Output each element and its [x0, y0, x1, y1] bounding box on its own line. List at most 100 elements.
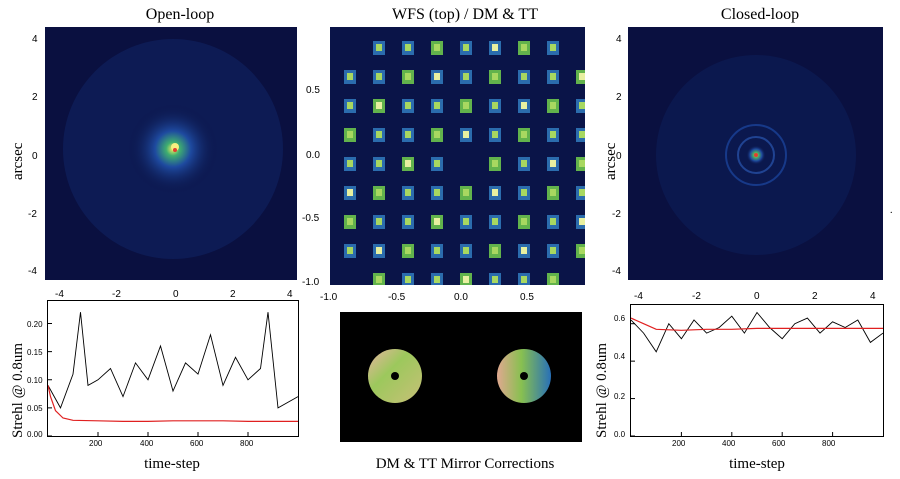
- cl-ytick: 2: [616, 92, 622, 103]
- wfs-spot-core: [405, 44, 411, 51]
- ol-strehl-ytick: 0.00: [27, 430, 43, 439]
- wfs-spot-core: [492, 218, 498, 225]
- wfs-spot-core: [405, 102, 411, 109]
- wfs-spot-core: [434, 44, 440, 51]
- wfs-spot-core: [376, 247, 382, 254]
- open-loop-title: Open-loop: [145, 6, 215, 23]
- wfs-spot-core: [376, 160, 382, 167]
- ol-xtick: -4: [55, 289, 64, 300]
- wfs-spot-core: [463, 44, 469, 51]
- wfs-spot-core: [463, 247, 469, 254]
- cl-xtick: 4: [870, 291, 876, 302]
- open-loop-ylabel: arcsec: [10, 142, 26, 180]
- wfs-spot-core: [550, 102, 556, 109]
- wfs-ytick: 0.5: [306, 85, 320, 96]
- wfs-spot-core: [347, 247, 353, 254]
- wfs-spot-core: [376, 218, 382, 225]
- strehl-series-line: [47, 312, 299, 409]
- ol-ytick: 4: [32, 34, 38, 45]
- ol-strehl-xtick: 800: [240, 439, 254, 448]
- wfs-spot-core: [405, 131, 411, 138]
- wfs-spot-core: [405, 218, 411, 225]
- wfs-spot-core: [434, 189, 440, 196]
- wfs-spot-core: [347, 160, 353, 167]
- cl-strehl-xtick: 200: [672, 439, 686, 448]
- ol-xtick: 4: [287, 289, 293, 300]
- wfs-xtick: -0.5: [388, 292, 406, 303]
- wfs-spot-core: [347, 102, 353, 109]
- wfs-spot-core: [550, 73, 556, 80]
- wfs-spot-core: [521, 131, 527, 138]
- wfs-ytick: 0.0: [306, 150, 320, 161]
- cl-xtick: 0: [754, 291, 760, 302]
- wfs-spot-core: [550, 160, 556, 167]
- wfs-spot-core: [463, 276, 469, 283]
- wfs-spot-core: [579, 247, 585, 254]
- wfs-spot-core: [550, 247, 556, 254]
- cl-strehl-xtick: 400: [722, 439, 736, 448]
- wfs-spot-core: [492, 131, 498, 138]
- wfs-spot-core: [463, 73, 469, 80]
- wfs-spot-core: [579, 131, 585, 138]
- wfs-spot-core: [579, 102, 585, 109]
- wfs-spot-core: [579, 160, 585, 167]
- closed-loop-strehl-plot: [630, 304, 884, 437]
- open-loop-strehl-plot: [47, 300, 299, 437]
- wfs-ytick: -0.5: [302, 213, 320, 224]
- cl-xtick: -4: [634, 291, 643, 302]
- wfs-spot-core: [434, 102, 440, 109]
- ol-ytick: -4: [28, 266, 37, 277]
- wfs-spot-core: [492, 44, 498, 51]
- wfs-ytick: -1.0: [302, 277, 320, 288]
- ol-strehl-xtick: 200: [89, 439, 103, 448]
- wfs-spot-core: [521, 189, 527, 196]
- ol-strehl-ytick: 0.15: [27, 348, 43, 357]
- wfs-spot-core: [463, 189, 469, 196]
- wfs-spot-core: [521, 218, 527, 225]
- ol-strehl-ytick: 0.10: [27, 376, 43, 385]
- cl-ytick: -2: [612, 209, 621, 220]
- wfs-spot-core: [434, 276, 440, 283]
- wfs-spot-core: [492, 102, 498, 109]
- ol-ytick: 0: [32, 151, 38, 162]
- wfs-xtick: 0.0: [454, 292, 468, 303]
- cl-ytick: 0: [616, 151, 622, 162]
- wfs-spot-core: [347, 131, 353, 138]
- wfs-spot-core: [550, 189, 556, 196]
- wfs-spot-core: [521, 247, 527, 254]
- cl-strehl-ytick: 0.4: [614, 352, 626, 361]
- open-loop-psf-image: [45, 27, 297, 280]
- wfs-spot-core: [579, 218, 585, 225]
- ol-strehl-ytick: 0.05: [27, 404, 43, 413]
- wfs-xtick: -1.0: [320, 292, 338, 303]
- wfs-spot-core: [492, 247, 498, 254]
- cl-strehl-ytick: 0.6: [614, 314, 626, 323]
- wfs-spot-core: [492, 160, 498, 167]
- open-loop-strehl-ylabel: Strehl @ 0.8um: [10, 342, 26, 438]
- wfs-spot-core: [550, 131, 556, 138]
- wfs-xtick: 0.5: [520, 292, 534, 303]
- closed-loop-psf-image: [628, 27, 883, 280]
- wfs-spot-core: [550, 44, 556, 51]
- wfs-spot-core: [434, 247, 440, 254]
- wfs-spot-core: [550, 218, 556, 225]
- wfs-spot-core: [492, 276, 498, 283]
- wfs-spot-core: [521, 276, 527, 283]
- strehl-series-line: [630, 311, 884, 353]
- wfs-spot-core: [376, 44, 382, 51]
- ol-xtick: 2: [230, 289, 236, 300]
- closed-loop-title: Closed-loop: [720, 6, 800, 23]
- wfs-title: WFS (top) / DM & TT: [392, 6, 538, 23]
- cl-xtick: -2: [692, 291, 701, 302]
- wfs-spot-core: [521, 44, 527, 51]
- ol-strehl-xtick: 400: [140, 439, 154, 448]
- wfs-spot-core: [521, 102, 527, 109]
- wfs-spot-core: [376, 189, 382, 196]
- ol-ytick: 2: [32, 92, 38, 103]
- cl-ytick: 4: [616, 34, 622, 45]
- wfs-spot-core: [492, 189, 498, 196]
- wfs-spot-core: [376, 102, 382, 109]
- wfs-spot-core: [463, 102, 469, 109]
- wfs-spot-core: [376, 276, 382, 283]
- wfs-spot-core: [521, 160, 527, 167]
